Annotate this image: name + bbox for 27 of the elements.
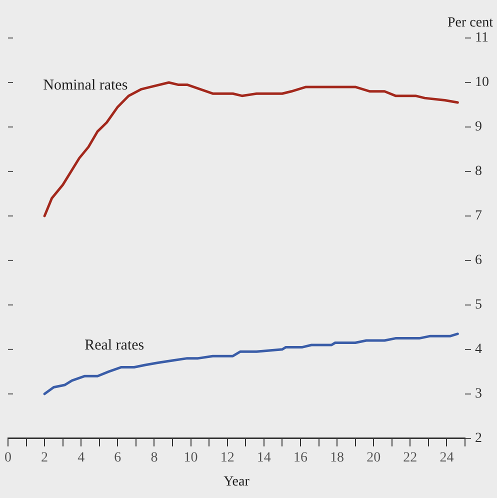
x-tick-label: 4 bbox=[78, 450, 85, 466]
y-tick-label: 2 bbox=[475, 431, 482, 446]
x-tick-label: 24 bbox=[440, 450, 454, 466]
y-tick-label: 4 bbox=[475, 342, 482, 358]
x-tick-label: 0 bbox=[4, 450, 12, 466]
y-tick-label: 11 bbox=[475, 30, 488, 46]
y-tick-label: 7 bbox=[475, 208, 482, 224]
y-tick-label: 5 bbox=[475, 298, 482, 313]
x-tick-label: 8 bbox=[150, 450, 158, 466]
series-label: Real rates bbox=[84, 338, 144, 354]
x-tick-label: 14 bbox=[256, 450, 271, 466]
y-tick-label: 6 bbox=[475, 253, 482, 268]
y-tick-label: 3 bbox=[475, 386, 482, 402]
y-tick-label: 10 bbox=[475, 75, 489, 90]
x-axis-title: Year bbox=[224, 474, 250, 490]
x-tick-label: 2 bbox=[41, 450, 48, 466]
y-axis-title: Per cent bbox=[448, 16, 494, 31]
series-label: Nominal rates bbox=[43, 77, 128, 94]
x-tick-label: 20 bbox=[366, 450, 381, 466]
x-tick-label: 22 bbox=[403, 450, 418, 466]
x-tick-label: 10 bbox=[184, 450, 198, 466]
y-tick-label: 9 bbox=[475, 120, 482, 135]
x-tick-label: 18 bbox=[330, 450, 344, 466]
x-tick-label: 16 bbox=[293, 450, 308, 466]
x-tick-label: 6 bbox=[114, 450, 122, 466]
y-tick-label: 8 bbox=[475, 164, 482, 180]
x-tick-label: 12 bbox=[220, 450, 234, 466]
